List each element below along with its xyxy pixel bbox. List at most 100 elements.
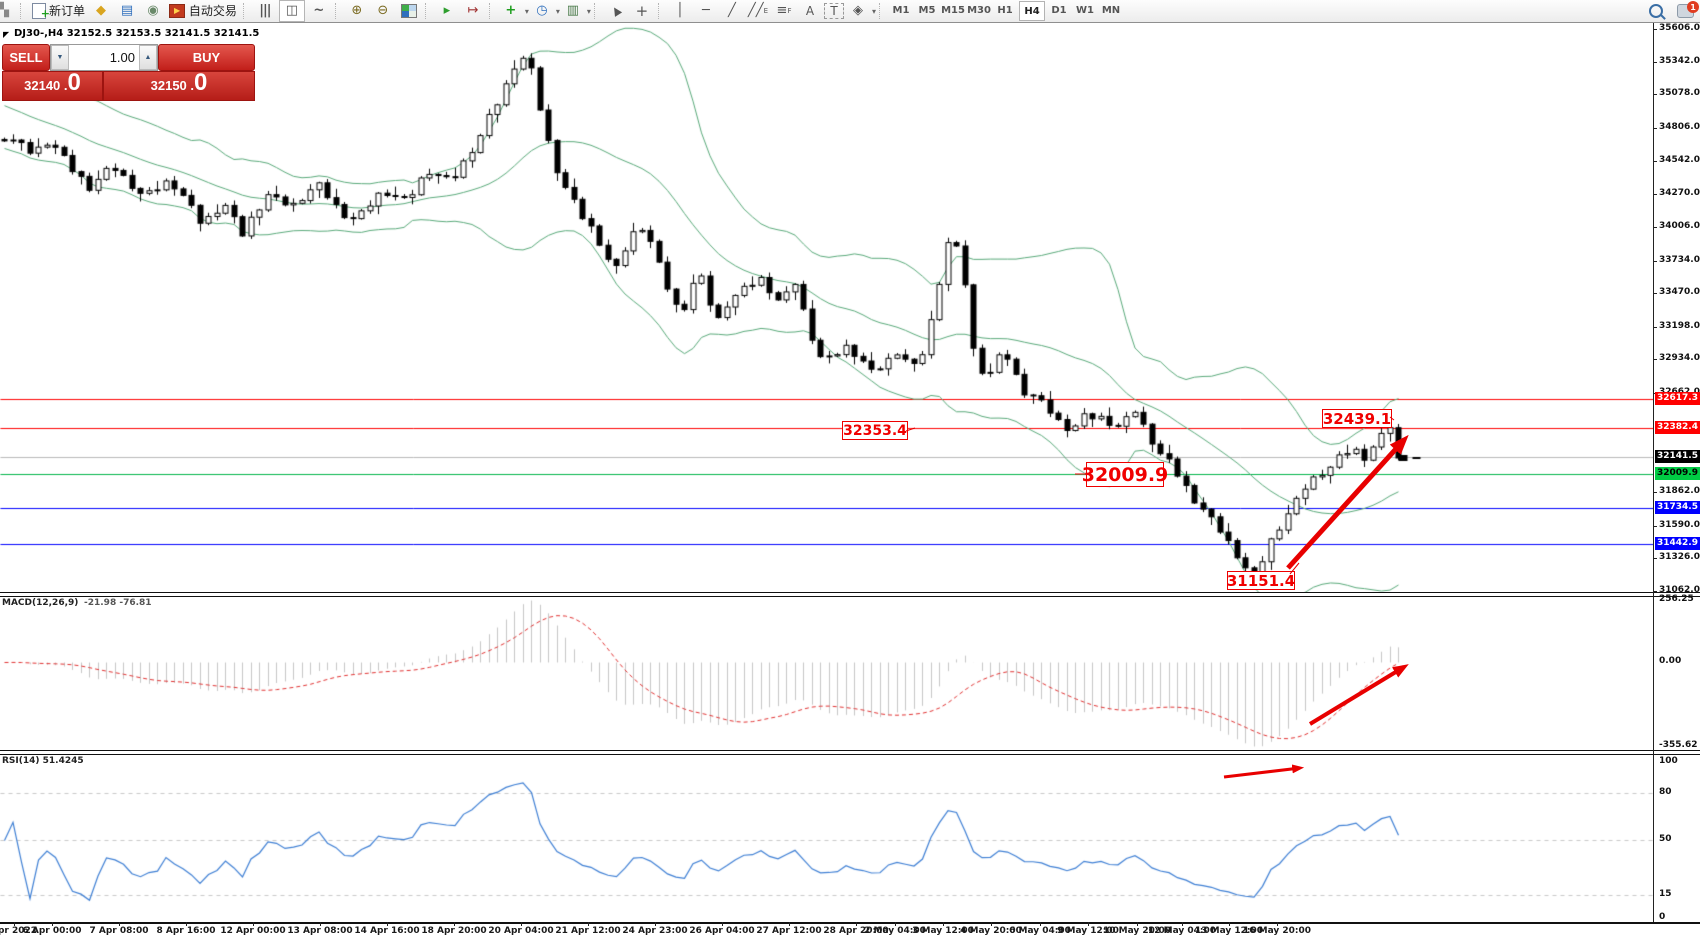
- timeframe-button-H4[interactable]: H4: [1019, 1, 1046, 21]
- sell-button[interactable]: SELL: [2, 44, 50, 71]
- price-line-label: 32382.4: [1655, 421, 1700, 434]
- price-axis-tick: 33198.0: [1659, 321, 1700, 331]
- gold-icon[interactable]: ◆: [96, 3, 107, 18]
- panel-separator[interactable]: [0, 592, 1700, 597]
- zoom-out-button[interactable]: ⊖: [377, 3, 389, 18]
- axis-tick-mark: [1653, 62, 1657, 63]
- time-axis-label: 12 May 04:00: [1147, 926, 1217, 936]
- axis-tick-mark: [1653, 293, 1657, 294]
- rsi-axis-tick: 80: [1659, 787, 1672, 797]
- axis-tick-mark: [1653, 161, 1657, 162]
- vertical-line-button[interactable]: │: [675, 3, 684, 18]
- timeframe-button-W1[interactable]: W1: [1076, 4, 1095, 16]
- time-tick-mark: [1088, 922, 1089, 926]
- macd-panel-canvas[interactable]: [0, 596, 1653, 750]
- axis-tick-mark: [1653, 359, 1657, 360]
- signal-icon[interactable]: ◉: [147, 3, 159, 18]
- chat-icon[interactable]: 1: [1677, 1, 1699, 18]
- buy-price-panel[interactable]: 32150 .0: [103, 71, 255, 101]
- price-axis-tick: 33470.0: [1659, 287, 1700, 297]
- chart-shift-button[interactable]: ↦: [467, 3, 479, 18]
- cursor-button[interactable]: ▲: [604, 1, 628, 21]
- timeframe-button-M30[interactable]: M30: [967, 4, 991, 16]
- timeframe-button-D1[interactable]: D1: [1051, 4, 1067, 16]
- time-axis-label: 6 Apr 00:00: [22, 926, 82, 936]
- time-tick-mark: [253, 922, 254, 926]
- text-button[interactable]: A: [805, 4, 815, 18]
- time-axis-label: 6 May 04:00: [1009, 926, 1071, 936]
- bar-chart-button[interactable]: |||: [259, 3, 271, 18]
- toolbar-separator: [593, 3, 600, 19]
- time-axis-label: 14 Apr 16:00: [354, 926, 420, 936]
- time-axis-label: 2 May 04:00: [864, 926, 926, 936]
- price-line-label: 32141.5: [1655, 450, 1700, 463]
- crosshair-button[interactable]: +: [635, 2, 649, 20]
- timeframe-group: M1 M5 M15 M30 H1 H4 D1 W1 MN: [888, 1, 1124, 21]
- macd-axis-tick: 256.25: [1659, 594, 1694, 604]
- fibonacci-button[interactable]: ≡ F: [776, 3, 792, 18]
- search-icon[interactable]: [1649, 4, 1663, 18]
- volume-down-button[interactable]: ▼: [51, 45, 69, 70]
- templates-caret-icon[interactable]: ▾: [586, 6, 591, 16]
- axis-tick-mark: [1653, 327, 1657, 328]
- tile-windows-button[interactable]: [397, 1, 421, 21]
- main-chart-canvas[interactable]: [0, 24, 1653, 593]
- time-tick-mark: [119, 922, 120, 926]
- sell-price-panel[interactable]: 32140 .0: [2, 71, 103, 101]
- indicators-caret-icon[interactable]: ▾: [524, 6, 529, 16]
- auto-trading-button[interactable]: ▶ 自动交易: [167, 1, 239, 21]
- shapes-caret-icon[interactable]: ▾: [872, 6, 877, 16]
- price-axis-tick: 34542.0: [1659, 155, 1700, 165]
- timeframe-button-H1[interactable]: H1: [997, 4, 1013, 16]
- timeframe-button-M5[interactable]: M5: [918, 4, 936, 16]
- price-axis-tick: 31326.0: [1659, 552, 1700, 562]
- price-annotation[interactable]: 31151.4: [1226, 571, 1296, 590]
- rsi-panel-canvas[interactable]: [0, 754, 1653, 922]
- channel-button[interactable]: ╱╱ E: [747, 3, 768, 18]
- time-tick-mark: [1137, 922, 1138, 926]
- time-tick-mark: [1182, 922, 1183, 926]
- price-annotation[interactable]: 32439.1: [1322, 409, 1392, 428]
- buy-button[interactable]: BUY: [158, 44, 255, 71]
- cut-chart-icon[interactable]: ▚: [0, 3, 9, 18]
- periods-caret-icon[interactable]: ▾: [555, 6, 560, 16]
- shapes-button[interactable]: ◈: [853, 3, 863, 18]
- price-axis-tick: 34270.0: [1659, 188, 1700, 198]
- price-annotation[interactable]: 32353.4: [842, 421, 908, 440]
- navigator-icon[interactable]: ▤: [120, 3, 134, 18]
- zoom-in-button[interactable]: ⊕: [351, 3, 363, 18]
- auto-scroll-button[interactable]: ▸: [443, 3, 451, 18]
- periods-button[interactable]: ◷: [536, 3, 548, 18]
- line-chart-button[interactable]: ~: [313, 3, 325, 18]
- time-axis-label: 18 Apr 20:00: [421, 926, 487, 936]
- text-label-button[interactable]: T: [824, 3, 844, 19]
- time-axis-label: 13 Apr 08:00: [287, 926, 353, 936]
- volume-up-button[interactable]: ▲: [139, 45, 157, 70]
- timeframe-button-M1[interactable]: M1: [892, 4, 910, 16]
- trendline-button[interactable]: ╱: [727, 3, 736, 18]
- axis-tick-mark: [1653, 526, 1657, 527]
- axis-tick-mark: [1653, 591, 1657, 592]
- time-tick-mark: [320, 922, 321, 926]
- time-tick-mark: [52, 922, 53, 926]
- axis-tick-mark: [1653, 227, 1657, 228]
- new-order-icon: [32, 3, 50, 24]
- indicators-button[interactable]: +: [505, 3, 517, 18]
- candlestick-chart-button[interactable]: ◫: [278, 0, 305, 22]
- timeframe-button-M15[interactable]: M15: [941, 4, 965, 16]
- time-axis-label: 27 Apr 12:00: [756, 926, 822, 936]
- horizontal-line-button[interactable]: ─: [701, 3, 710, 18]
- templates-button[interactable]: ▥: [566, 3, 580, 18]
- volume-input[interactable]: 1.00: [109, 50, 135, 65]
- time-tick-mark: [895, 922, 896, 926]
- panel-separator[interactable]: [0, 750, 1700, 755]
- new-order-button[interactable]: 新订单: [30, 1, 87, 24]
- price-axis-tick: 35606.0: [1659, 23, 1700, 33]
- toolbar-separator: [242, 3, 249, 19]
- timeframe-button-MN[interactable]: MN: [1101, 4, 1121, 16]
- axis-tick-mark: [1653, 29, 1657, 30]
- notification-badge: 1: [1687, 1, 1699, 13]
- price-annotation[interactable]: 32009.9: [1081, 462, 1169, 487]
- time-axis-label: 24 Apr 23:00: [622, 926, 688, 936]
